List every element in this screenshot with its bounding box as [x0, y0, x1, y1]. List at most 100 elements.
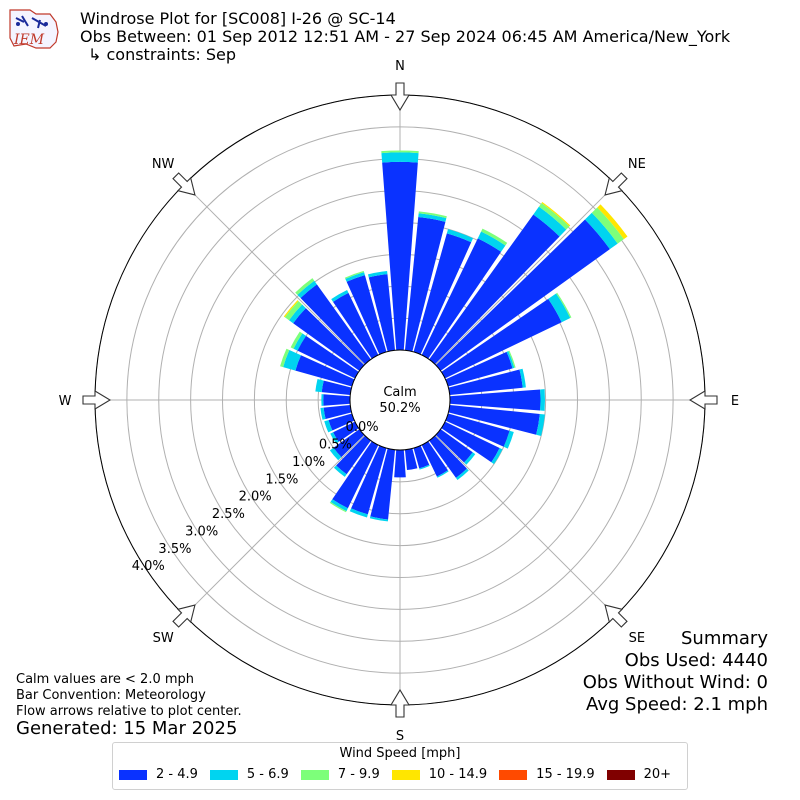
grid-spoke [435, 183, 617, 365]
wind-bar-280-bin-0 [321, 380, 352, 396]
wind-bar-60-bin-2 [556, 292, 572, 319]
legend-label: 7 - 9.9 [337, 767, 380, 782]
wind-bar-270-bin-1 [321, 394, 324, 406]
wind-bar-20-bin-0 [413, 233, 472, 355]
wind-bar-160-bin-0 [413, 445, 430, 469]
wind-bar-260-bin-1 [320, 407, 326, 420]
wind-bar-150-bin-0 [421, 441, 448, 477]
wind-bar-10-bin-0 [404, 217, 446, 352]
wind-bar-30-bin-0 [421, 238, 502, 359]
wind-bar-320-bin-1 [297, 280, 317, 299]
wind-bar-50-bin-2 [591, 207, 624, 244]
grid-spoke [183, 435, 365, 617]
wind-bar-220-bin-1 [333, 465, 347, 477]
chart-title: Windrose Plot for [SC008] I-26 @ SC-14 [80, 9, 396, 28]
direction-label-sw: SW [153, 631, 174, 646]
wind-bar-340-bin-2 [344, 270, 365, 279]
plot-notes: Calm values are < 2.0 mph Bar Convention… [16, 672, 242, 720]
wind-bar-110-bin-0 [445, 413, 510, 447]
legend: Wind Speed [mph] 2 - 4.9 5 - 6.9 7 - 9.9 10… [112, 742, 688, 790]
legend-label: 10 - 14.9 [428, 767, 488, 782]
wind-bar-190-bin-0 [370, 448, 396, 520]
ring-label: 1.5% [265, 472, 298, 487]
wind-bar-150-bin-1 [436, 470, 449, 478]
wind-bar-300-bin-0 [297, 335, 359, 379]
wind-bar-310-bin-0 [293, 308, 365, 371]
ring-label: 3.5% [158, 542, 191, 557]
direction-label-ne: NE [628, 157, 646, 172]
wind-bar-40-bin-1 [533, 206, 567, 237]
wind-bar-70-bin-2 [508, 350, 516, 368]
wind-bar-300-bin-1 [293, 333, 307, 351]
wind-bar-200-bin-0 [351, 445, 387, 515]
legend-item: 5 - 6.9 [209, 767, 289, 782]
wind-bar-210-bin-0 [332, 441, 379, 509]
direction-label-nw: NW [152, 157, 175, 172]
wind-bar-50-bin-1 [584, 212, 618, 250]
wind-bar-350-bin-0 [368, 274, 396, 352]
wind-bar-0-bin-2 [381, 150, 419, 154]
legend-swatch [119, 769, 147, 780]
summary-heading: Summary [681, 628, 768, 649]
flow-arrow-ne [604, 172, 628, 196]
wind-bar-160-bin-1 [419, 464, 430, 470]
wind-bar-0-bin-0 [382, 161, 418, 351]
calm-value: 50.2% [379, 401, 420, 416]
wind-bar-320-bin-0 [300, 284, 371, 365]
calm-circle [349, 349, 451, 451]
wind-bar-140-bin-0 [429, 435, 467, 478]
wind-bar-280-bin-1 [315, 378, 324, 393]
note-flow-arrows: Flow arrows relative to plot center. [16, 704, 242, 719]
flow-arrow-s [390, 688, 410, 718]
wind-bar-30-bin-2 [481, 228, 508, 246]
wind-bar-220-bin-0 [336, 435, 371, 475]
legend-label: 20+ [643, 767, 672, 782]
wind-bar-300-bin-2 [290, 331, 303, 349]
wind-bar-230-bin-1 [329, 447, 342, 461]
wind-bar-100-bin-0 [448, 404, 540, 435]
legend-swatch [209, 769, 238, 780]
wind-bars [280, 150, 628, 522]
wind-bar-240-bin-0 [333, 421, 359, 442]
wind-bar-10-bin-2 [418, 211, 447, 219]
direction-label-e: E [731, 394, 739, 409]
legend-item: 7 - 9.9 [300, 767, 380, 782]
wind-bar-240-bin-1 [330, 432, 339, 444]
wind-bar-310-bin-2 [284, 300, 303, 321]
wind-bar-80-bin-1 [519, 368, 526, 388]
wind-bar-100-bin-1 [536, 413, 545, 436]
wind-bar-20-bin-1 [446, 229, 474, 243]
wind-bar-170-bin-0 [404, 448, 418, 471]
wind-bar-0-bin-1 [381, 152, 419, 163]
wind-bar-180-bin-0 [394, 449, 406, 478]
wind-bar-320-bin-2 [295, 278, 315, 295]
note-calm: Calm values are < 2.0 mph [16, 672, 195, 687]
ring-label: 2.0% [239, 490, 272, 505]
flow-arrow-sw [172, 604, 196, 628]
legend-label: 15 - 19.9 [536, 767, 595, 782]
ring-label: 3.0% [185, 524, 218, 539]
wind-bar-60-bin-1 [548, 293, 571, 323]
direction-label-se: SE [629, 631, 645, 646]
wind-bar-60-bin-0 [441, 298, 562, 379]
legend-item: 10 - 14.9 [391, 767, 488, 782]
chart-subtitle-constraints: ↳ constraints: Sep [88, 45, 237, 64]
legend-swatch [499, 769, 528, 780]
wind-bar-200-bin-1 [349, 508, 368, 518]
legend-swatch [606, 769, 635, 780]
summary-panel: Summary Obs Used: 4440 Obs Without Wind:… [583, 628, 768, 716]
wind-bar-110-bin-1 [503, 430, 514, 449]
wind-bar-80-bin-0 [448, 369, 523, 396]
wind-bar-10-bin-1 [418, 213, 447, 222]
wind-bar-340-bin-0 [346, 275, 387, 355]
wind-bar-260-bin-0 [323, 404, 352, 419]
wind-bar-210-bin-1 [330, 499, 348, 512]
legend-item: 20+ [606, 767, 672, 782]
wind-bar-40-bin-0 [429, 214, 560, 365]
note-bar-convention: Bar Convention: Meteorology [16, 688, 206, 703]
summary-avg-speed: Avg Speed: 2.1 mph [586, 694, 768, 715]
legend-item: 15 - 19.9 [499, 767, 595, 782]
legend-item: 2 - 4.9 [119, 767, 198, 782]
wind-bar-120-bin-1 [491, 447, 503, 465]
ring-label: 2.5% [212, 507, 245, 522]
